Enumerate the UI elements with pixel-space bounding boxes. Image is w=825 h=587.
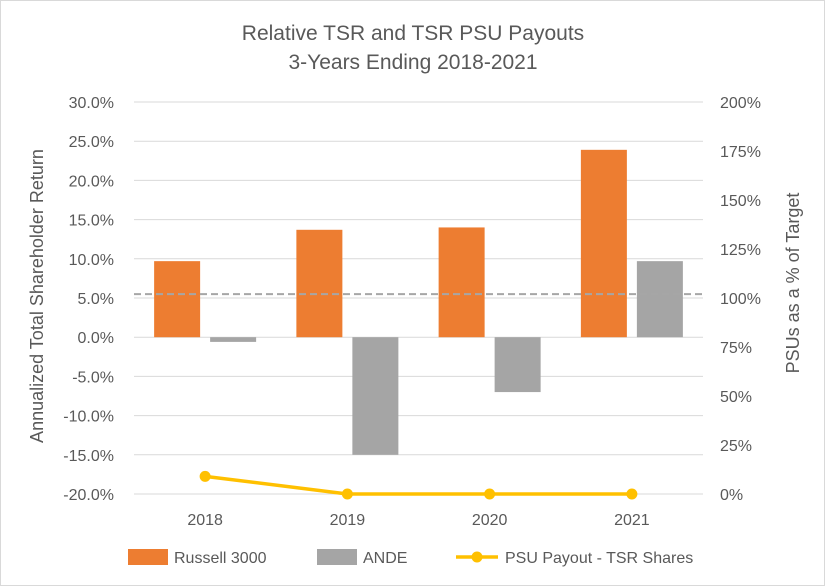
y-tick-label: 30.0% xyxy=(69,95,114,112)
y2-tick-label: 0% xyxy=(720,487,743,504)
bar-ande xyxy=(636,261,683,338)
bar-ande xyxy=(210,337,257,342)
bar-russell-3000 xyxy=(296,229,343,338)
y-tick-label: 20.0% xyxy=(69,173,114,190)
y2-tick-label: 175% xyxy=(720,144,761,161)
bar-ande xyxy=(494,337,541,393)
legend-label: PSU Payout - TSR Shares xyxy=(505,550,693,567)
bar-russell-3000 xyxy=(154,261,201,338)
legend-label: Russell 3000 xyxy=(174,550,267,567)
y2-tick-label: 100% xyxy=(720,291,761,308)
y2-tick-label: 200% xyxy=(720,95,761,112)
psu-payout-line xyxy=(199,470,638,500)
y2-tick-label: 125% xyxy=(720,242,761,259)
right-axis-title: PSUs as a % of Target xyxy=(783,193,803,374)
x-tick-label: 2018 xyxy=(187,512,223,529)
x-tick-label: 2020 xyxy=(472,512,508,529)
left-axis-ticks: -20.0% -15.0% -10.0% -5.0% 0.0% 5.0% 10.0% 15.0… xyxy=(63,95,114,504)
chart-title: Relative TSR and TSR PSU Payouts xyxy=(242,22,584,45)
bar-russell-3000 xyxy=(580,149,627,338)
legend-swatch xyxy=(317,549,357,565)
legend-label: ANDE xyxy=(363,550,407,567)
chart-subtitle: 3-Years Ending 2018-2021 xyxy=(288,51,537,74)
psu-point xyxy=(484,488,496,500)
y-tick-label: 0.0% xyxy=(78,330,114,347)
y-tick-label: 10.0% xyxy=(69,252,114,269)
psu-point xyxy=(341,488,353,500)
legend-swatch xyxy=(128,549,168,565)
y-tick-label: -15.0% xyxy=(63,448,114,465)
bar-ande xyxy=(352,337,399,455)
y-tick-label: -20.0% xyxy=(63,487,114,504)
y-tick-label: 25.0% xyxy=(69,134,114,151)
bars xyxy=(154,149,683,455)
x-axis-ticks: 2018 2019 2020 2021 xyxy=(187,512,649,529)
y-tick-label: -5.0% xyxy=(72,369,114,386)
legend: Russell 3000 ANDE PSU Payout - TSR Shares xyxy=(128,549,693,567)
bar-russell-3000 xyxy=(438,227,485,338)
left-axis-title: Annualized Total Shareholder Return xyxy=(27,149,47,443)
x-tick-label: 2021 xyxy=(614,512,650,529)
y2-tick-label: 25% xyxy=(720,438,752,455)
y2-tick-label: 75% xyxy=(720,340,752,357)
psu-point xyxy=(626,488,638,500)
legend-marker xyxy=(471,551,483,563)
x-tick-label: 2019 xyxy=(330,512,366,529)
y2-tick-label: 150% xyxy=(720,193,761,210)
y-tick-label: 15.0% xyxy=(69,213,114,230)
y-tick-label: -10.0% xyxy=(63,409,114,426)
psu-point xyxy=(199,470,211,482)
y-tick-label: 5.0% xyxy=(78,291,114,308)
psu-line xyxy=(204,474,632,496)
gridlines xyxy=(134,101,703,495)
right-axis-ticks: 0% 25% 50% 75% 100% 125% 150% 175% 200% xyxy=(720,95,761,504)
y2-tick-label: 50% xyxy=(720,389,752,406)
